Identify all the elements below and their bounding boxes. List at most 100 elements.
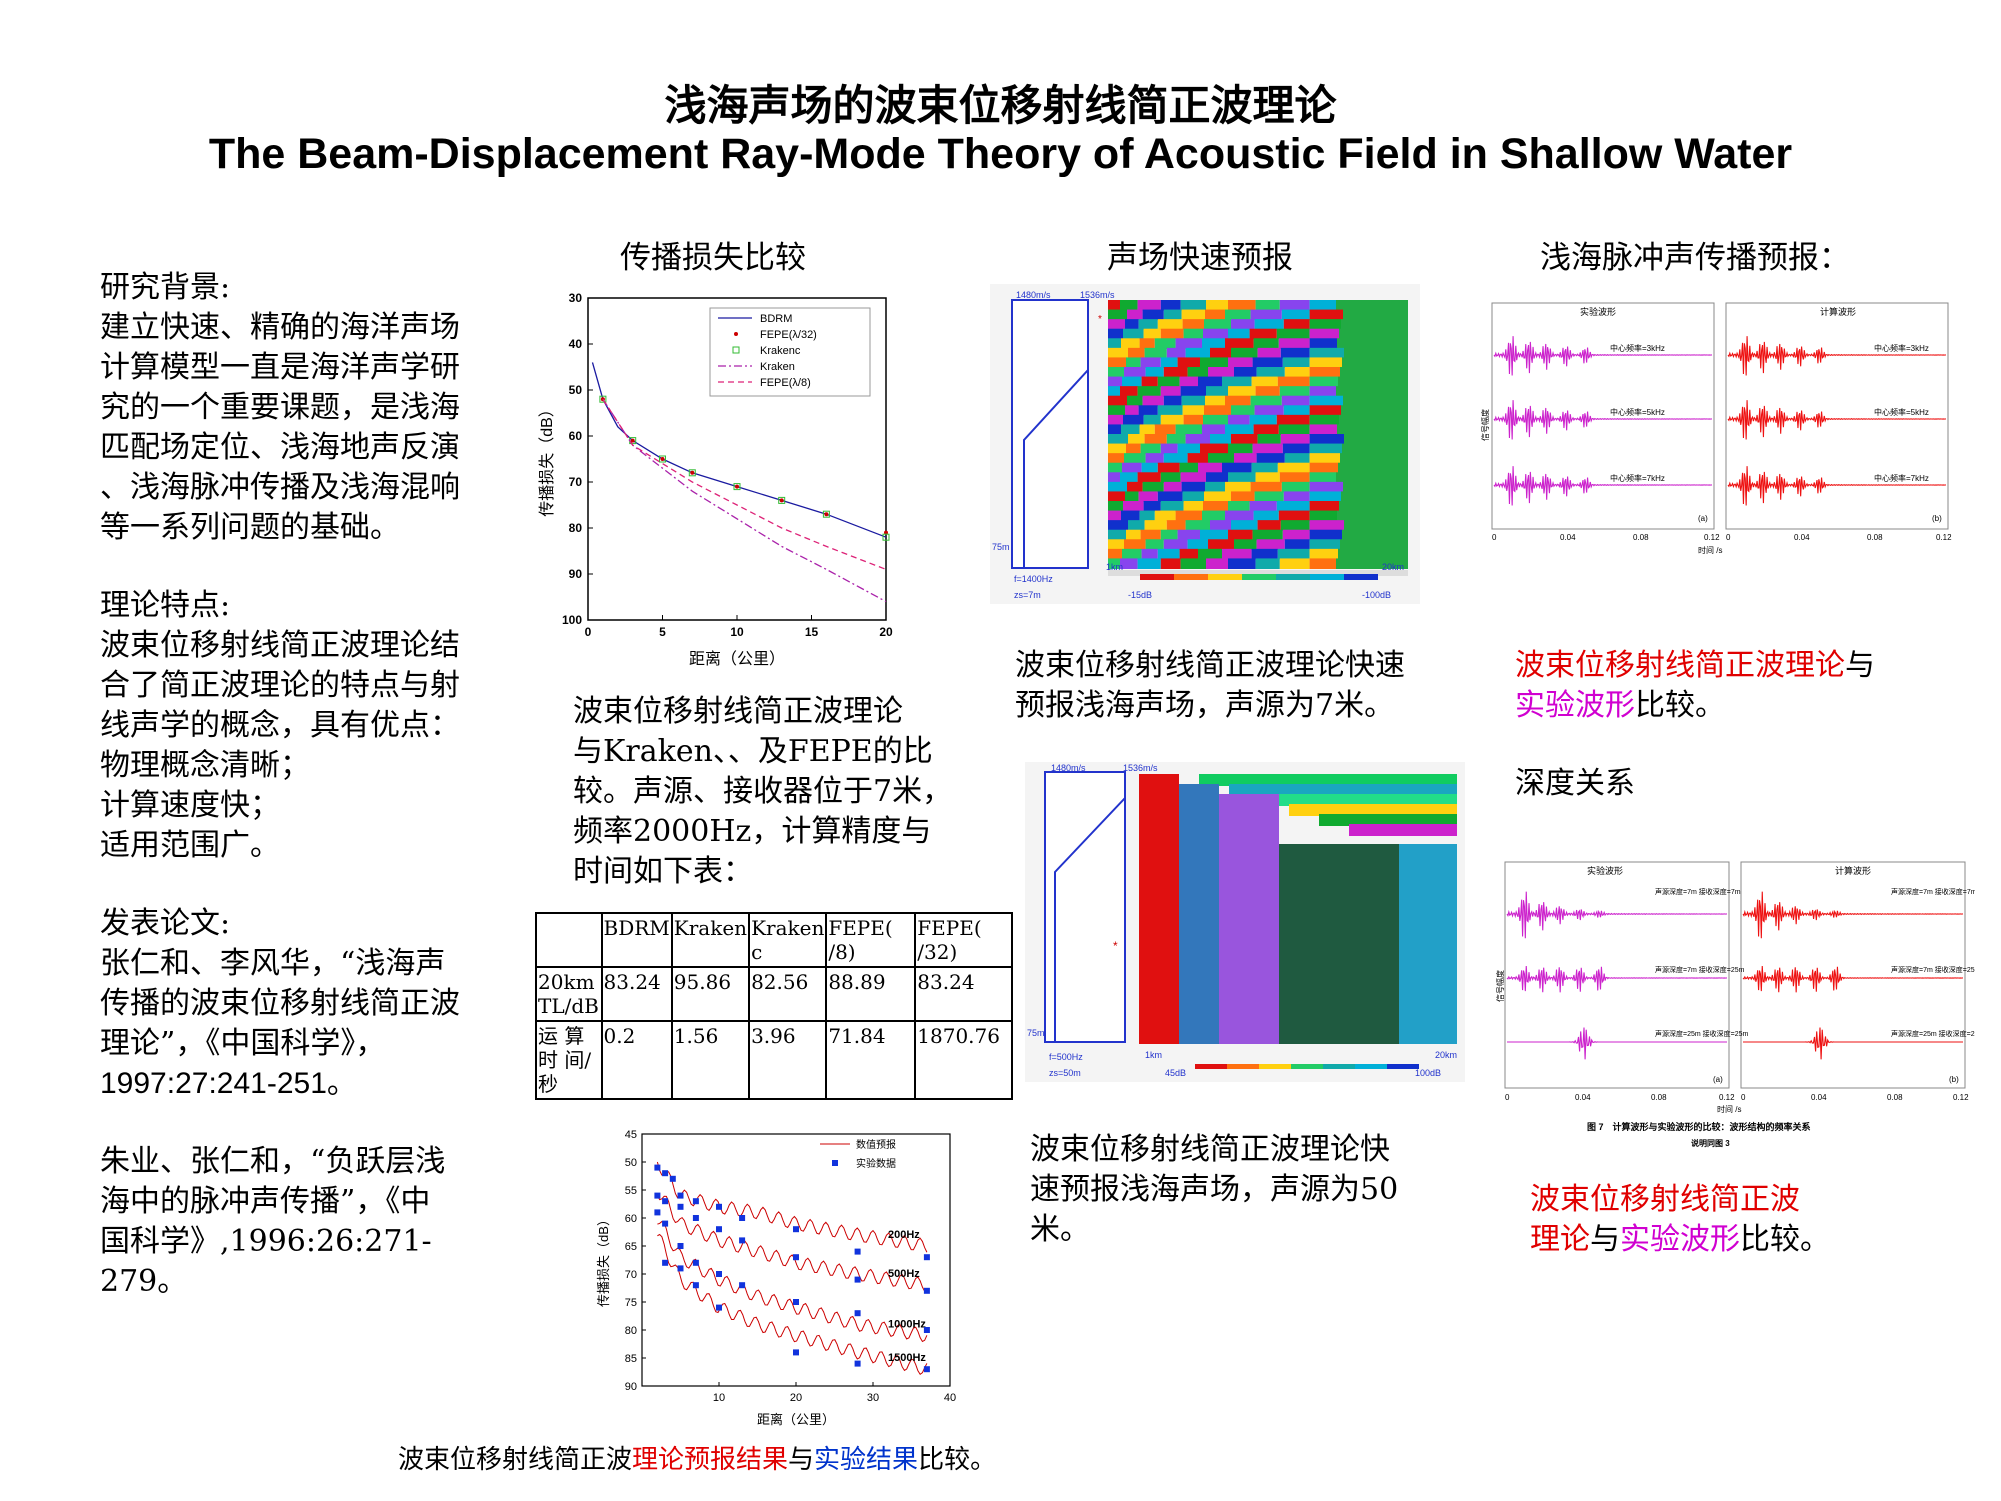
field-band (1163, 309, 1182, 321)
field-band (1284, 367, 1310, 378)
colorbar-segment (1227, 1064, 1259, 1069)
fast50-caption: 波束位移射线简正波理论快 速预报浅海声场，声源为50 米。 (1030, 1130, 1460, 1250)
field-band (1108, 434, 1128, 445)
field-band (1253, 338, 1279, 349)
field-band (1283, 405, 1310, 416)
right-caption-2: 波束位移射线简正波 理论与实验波形比较。 (1530, 1180, 1950, 1260)
wave2-xtick: 0 (1741, 1093, 1746, 1102)
field-band (1163, 395, 1182, 407)
field-band (1125, 319, 1139, 330)
wave2-label: 声源深度=25m 接收深度=25m (1655, 1029, 1749, 1038)
fepe32-marker (660, 457, 665, 461)
field-band (1251, 376, 1278, 388)
field-band (1336, 472, 1408, 483)
krakenc-marker (882, 533, 890, 541)
field-band (1187, 453, 1208, 464)
wave-trace-experiment (1506, 891, 1728, 939)
background-line: 建立快速、精确的海洋声场 (100, 310, 460, 345)
field-band (1206, 300, 1228, 311)
field-band (1141, 548, 1158, 560)
field-band (1206, 386, 1228, 397)
field-band (1309, 367, 1340, 378)
wave-trace-experiment (1493, 336, 1713, 376)
field-band (1203, 328, 1228, 340)
field-band (1228, 529, 1253, 541)
field-band (1108, 548, 1122, 560)
experiment-point (654, 1192, 661, 1199)
experiment-point (677, 1265, 684, 1272)
field-band (1108, 510, 1121, 522)
field-band (1154, 338, 1176, 349)
field-band (1120, 300, 1138, 311)
table-cell: 95.86 (670, 966, 751, 1022)
x-tick-label: 15 (805, 625, 819, 639)
field-band (1204, 491, 1231, 502)
field-band (1228, 386, 1256, 397)
field-band (1309, 443, 1342, 455)
field-band (1108, 328, 1123, 340)
y-tick-label: 55 (625, 1185, 637, 1197)
wave1-xtick: 0.08 (1633, 533, 1649, 542)
field-band (1228, 443, 1253, 455)
field-band (1231, 319, 1255, 330)
field-band (1108, 347, 1128, 359)
table-cell: 20km TL/dB (535, 966, 603, 1022)
field-band (1160, 357, 1178, 368)
field-band (1278, 510, 1310, 522)
field-band (1160, 529, 1178, 541)
wave1-freq: 中心频率=7kHz (1874, 473, 1929, 483)
field-band (1183, 414, 1203, 426)
experiment-point (854, 1360, 861, 1367)
field-band (1157, 376, 1180, 388)
caption-line: 波束位移射线简正波理论 (573, 694, 903, 729)
field-band (1338, 376, 1408, 388)
paper2-line: 朱业、张仁和，“负跃层浅 (100, 1144, 446, 1179)
heading-pulse-forecast: 浅海脉冲声传播预报： (1540, 240, 1850, 276)
field-band (1344, 434, 1408, 445)
table-cell: 83.24 (914, 966, 1013, 1022)
field50-c1: 1480m/s (1051, 763, 1086, 773)
field-band (1280, 434, 1310, 445)
field-band (1309, 472, 1336, 483)
field-band (1163, 367, 1188, 378)
field-band (1281, 395, 1310, 407)
wave2-xtick: 0.12 (1719, 1093, 1735, 1102)
field-band (1200, 357, 1228, 368)
table-header-cell (535, 912, 603, 968)
caption-line: 米。 (1030, 1212, 1090, 1247)
krakenc-marker (733, 483, 741, 491)
field-band (1234, 453, 1257, 464)
field50-db0: 45dB (1165, 1068, 1186, 1078)
field7-zs: zs=7m (1014, 590, 1041, 600)
field50-r0: 1km (1145, 1050, 1162, 1060)
table-header-cell: FEPE( /32) (914, 912, 1013, 968)
field-band (1177, 443, 1200, 455)
field-band (1181, 395, 1205, 407)
field-band (1339, 328, 1408, 340)
field-band (1319, 814, 1457, 826)
depth-relation-label: 深度关系 (1515, 766, 1635, 801)
field-band (1183, 328, 1203, 340)
field-band (1198, 548, 1222, 560)
field-band (1343, 481, 1408, 493)
table-cell: 88.89 (825, 966, 917, 1022)
field-band (1198, 462, 1222, 474)
heading-fast-forecast: 声场快速预报 (1107, 240, 1293, 276)
legend-marker (832, 1160, 838, 1166)
field-band (1121, 510, 1140, 522)
field-band (1309, 434, 1344, 445)
bottom-caption-part: 波束位移射线简正波 (398, 1445, 633, 1475)
field-band (1283, 491, 1310, 502)
field-band (1225, 481, 1251, 493)
field-band (1208, 453, 1234, 464)
field-band (1341, 405, 1408, 416)
field-band (1309, 338, 1337, 349)
field-band (1125, 491, 1139, 502)
table-row: 20km TL/dB 83.24 95.86 82.56 88.89 83.24 (535, 966, 1013, 1022)
colorbar-segment (1310, 574, 1344, 580)
field-band (1160, 472, 1181, 483)
wave1-b: (b) (1932, 514, 1942, 523)
field-band (1222, 548, 1252, 560)
waveform-figure-depth: 实验波形 计算波形 声源深度=7m 接收深度=7m 声源深度=7m 接收深度=2… (1495, 861, 1975, 1148)
table-header-cell: Kraken c (748, 912, 828, 968)
